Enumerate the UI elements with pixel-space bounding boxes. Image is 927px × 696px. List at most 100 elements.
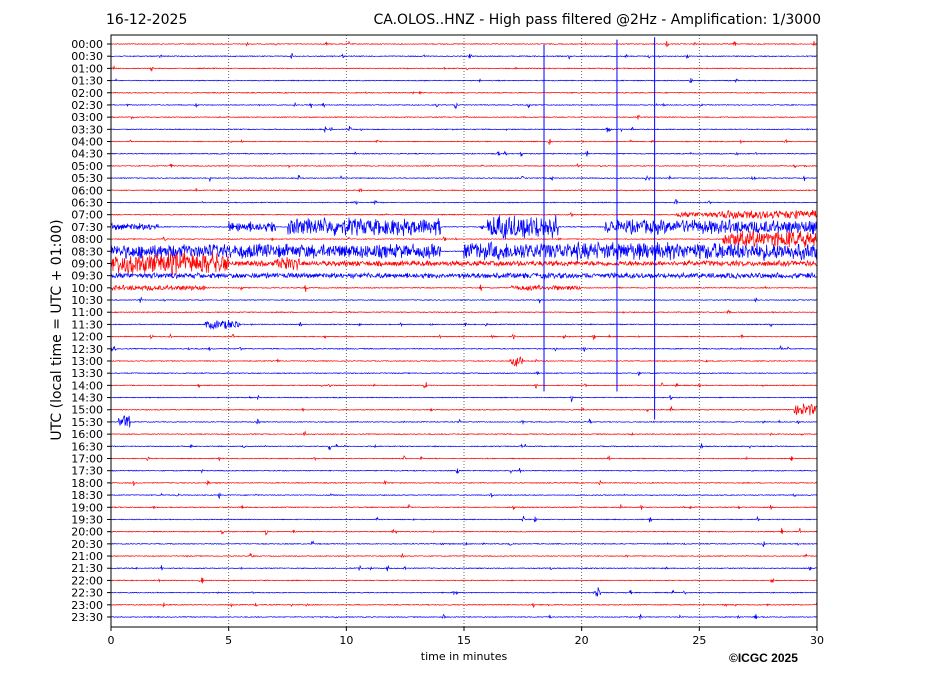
trace-row <box>110 40 818 48</box>
trace-row <box>110 163 818 169</box>
trace-row <box>110 114 817 120</box>
copyright: ©ICGC 2025 <box>729 651 798 665</box>
y-tick-label: 14:00 <box>71 379 103 392</box>
y-tick-label: 20:00 <box>71 526 103 539</box>
y-tick-label: 04:00 <box>71 136 103 149</box>
trace-row <box>110 371 818 376</box>
y-tick-label: 03:30 <box>71 123 103 136</box>
x-tick-label: 30 <box>810 634 824 647</box>
y-tick-label: 00:30 <box>71 50 103 63</box>
trace-row <box>110 77 818 84</box>
y-tick-label: 16:30 <box>71 440 103 453</box>
y-tick-label: 22:30 <box>71 587 103 600</box>
y-tick-label: 19:30 <box>71 513 103 526</box>
y-tick-label: 05:00 <box>71 160 103 173</box>
trace-row <box>110 138 818 145</box>
y-tick-label: 15:00 <box>71 404 103 417</box>
trace-row <box>110 382 818 389</box>
trace-row <box>110 552 818 559</box>
y-tick-label: 15:30 <box>71 416 103 429</box>
y-tick-label: 01:30 <box>71 75 103 88</box>
y-tick-label: 02:00 <box>71 87 103 100</box>
x-tick-label: 25 <box>692 634 706 647</box>
x-tick-label: 0 <box>108 634 115 647</box>
trace-row <box>110 455 818 462</box>
y-tick-label: 06:00 <box>71 184 103 197</box>
trace-row <box>110 150 817 157</box>
trace-row <box>110 602 818 609</box>
trace-row <box>110 564 817 572</box>
y-tick-label: 23:30 <box>71 611 103 624</box>
y-tick-label: 13:00 <box>71 355 103 368</box>
y-tick-label: 22:00 <box>71 574 103 587</box>
date-title: 16-12-2025 <box>106 12 188 28</box>
chart-title: CA.OLOS..HNZ - High pass filtered @2Hz -… <box>373 12 821 28</box>
trace-row <box>110 101 818 110</box>
trace-row <box>110 504 818 510</box>
trace-row <box>110 271 818 280</box>
y-tick-label: 19:00 <box>71 501 103 514</box>
x-axis-label: time in minutes <box>420 650 508 663</box>
x-tick-label: 10 <box>339 634 353 647</box>
y-tick-label: 21:00 <box>71 550 103 563</box>
plot-frame <box>110 34 818 628</box>
x-tick-label: 20 <box>575 634 589 647</box>
trace-row <box>110 199 818 206</box>
trace-row <box>110 214 818 240</box>
y-tick-label: 09:00 <box>71 257 103 270</box>
trace-row <box>110 229 818 249</box>
trace-row <box>110 209 818 220</box>
trace-row <box>110 240 818 262</box>
y-tick-label: 04:30 <box>71 148 103 161</box>
y-tick-label: 10:30 <box>71 294 103 307</box>
y-tick-label: 14:30 <box>71 392 103 405</box>
y-tick-label: 16:00 <box>71 428 103 441</box>
y-tick-label: 06:30 <box>71 196 103 209</box>
y-tick-label: 01:00 <box>71 62 103 75</box>
y-tick-label: 08:30 <box>71 245 103 258</box>
trace-row <box>110 614 818 620</box>
trace-row <box>110 174 817 182</box>
trace-row <box>110 356 818 367</box>
y-tick-label: 18:30 <box>71 489 103 502</box>
trace-row <box>110 296 818 304</box>
y-tick-label: 21:30 <box>71 562 103 575</box>
y-tick-label: 11:30 <box>71 318 103 331</box>
trace-row <box>110 527 818 536</box>
trace-row <box>110 252 818 276</box>
trace-row <box>110 309 818 315</box>
trace-row <box>110 320 817 331</box>
trace-row <box>110 492 818 499</box>
trace-row <box>110 65 817 72</box>
x-tick-label: 5 <box>225 634 232 647</box>
y-tick-label: 13:30 <box>71 367 103 380</box>
trace-row <box>110 430 818 436</box>
y-tick-label: 07:30 <box>71 221 103 234</box>
trace-row <box>110 515 818 523</box>
trace-row <box>110 187 818 193</box>
y-tick-label: 23:00 <box>71 599 103 612</box>
y-tick-label: 12:30 <box>71 343 103 356</box>
y-tick-label: 18:00 <box>71 477 103 490</box>
trace-row <box>110 345 818 352</box>
y-tick-label: 05:30 <box>71 172 103 185</box>
y-tick-label: 00:00 <box>71 38 103 51</box>
trace-row <box>110 126 818 133</box>
trace-row <box>110 403 818 416</box>
trace-row <box>110 284 818 292</box>
trace-row <box>110 333 817 340</box>
y-tick-label: 08:00 <box>71 233 103 246</box>
y-tick-label: 17:30 <box>71 465 103 478</box>
trace-row <box>110 577 818 584</box>
trace-row <box>110 90 818 95</box>
y-tick-label: 10:00 <box>71 282 103 295</box>
trace-row <box>110 415 818 428</box>
y-tick-label: 17:00 <box>71 453 103 466</box>
trace-row <box>110 394 817 403</box>
trace-row <box>110 587 818 597</box>
x-tick-label: 15 <box>457 634 471 647</box>
trace-row <box>110 540 818 547</box>
y-tick-label: 02:30 <box>71 99 103 112</box>
